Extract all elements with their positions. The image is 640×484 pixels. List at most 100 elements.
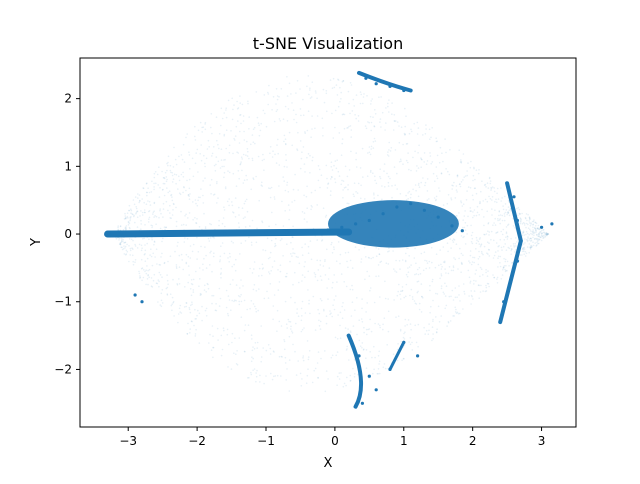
haze-dot — [349, 259, 352, 262]
haze-dot — [124, 241, 127, 244]
haze-dot — [522, 231, 525, 234]
haze-dot — [231, 332, 234, 335]
haze-dot — [221, 117, 224, 120]
haze-dot — [436, 328, 438, 331]
haze-dot — [403, 296, 406, 299]
haze-dot — [307, 358, 310, 361]
haze-dot — [388, 250, 390, 252]
haze-dot — [240, 161, 242, 163]
haze-dot — [530, 222, 532, 224]
haze-dot — [478, 214, 481, 216]
haze-dot — [480, 250, 483, 253]
haze-dot — [284, 348, 286, 351]
haze-dot — [359, 167, 362, 169]
haze-dot — [291, 332, 294, 334]
haze-dot — [538, 233, 540, 236]
haze-dot — [371, 356, 373, 359]
haze-dot — [232, 172, 235, 175]
haze-dot — [460, 162, 463, 164]
data-point — [388, 367, 392, 371]
haze-dot — [237, 152, 240, 154]
haze-dot — [473, 166, 475, 169]
haze-dot — [365, 127, 368, 130]
haze-dot — [464, 243, 467, 245]
haze-dot — [183, 306, 186, 308]
haze-dot — [396, 172, 398, 175]
haze-dot — [285, 154, 287, 156]
haze-dot — [220, 267, 222, 270]
haze-dot — [475, 269, 478, 272]
haze-dot — [529, 246, 531, 248]
haze-dot — [269, 152, 271, 155]
haze-dot — [296, 149, 299, 152]
haze-dot — [290, 296, 292, 299]
haze-dot — [152, 279, 155, 282]
haze-dot — [457, 268, 459, 270]
haze-dot — [527, 213, 529, 216]
haze-dot — [131, 213, 133, 215]
haze-dot — [124, 227, 127, 230]
haze-dot — [486, 282, 489, 285]
haze-dot — [348, 125, 350, 128]
haze-dot — [322, 88, 325, 91]
haze-dot — [261, 274, 263, 277]
haze-dot — [395, 120, 397, 122]
haze-dot — [526, 232, 529, 235]
haze-dot — [307, 252, 310, 254]
haze-dot — [276, 374, 279, 377]
haze-dot — [253, 348, 256, 350]
haze-dot — [133, 214, 135, 217]
haze-dot — [530, 223, 532, 225]
haze-dot — [357, 373, 359, 376]
data-point — [223, 232, 227, 236]
haze-dot — [506, 269, 508, 272]
haze-dot — [250, 300, 253, 302]
haze-dot — [434, 199, 437, 202]
haze-dot — [534, 225, 537, 227]
data-point — [161, 231, 165, 235]
haze-dot — [167, 209, 169, 212]
haze-dot — [151, 238, 153, 241]
haze-dot — [220, 148, 223, 150]
haze-dot — [445, 304, 448, 307]
haze-dot — [335, 167, 338, 170]
haze-dot — [398, 283, 400, 286]
haze-dot — [510, 249, 512, 252]
haze-dot — [545, 233, 548, 236]
haze-dot — [185, 224, 187, 226]
haze-dot — [195, 222, 197, 224]
haze-dot — [262, 347, 265, 349]
haze-dot — [161, 276, 163, 279]
haze-dot — [309, 89, 311, 91]
haze-dot — [295, 121, 298, 124]
haze-dot — [159, 208, 161, 210]
haze-dot — [182, 268, 184, 271]
haze-dot — [475, 248, 477, 250]
haze-dot — [187, 281, 189, 284]
haze-dot — [280, 375, 282, 377]
haze-dot — [534, 221, 536, 224]
haze-dot — [293, 199, 296, 202]
haze-dot — [180, 154, 183, 156]
haze-dot — [528, 216, 531, 218]
haze-dot — [471, 237, 474, 240]
haze-dot — [166, 294, 169, 296]
haze-dot — [528, 233, 530, 236]
haze-dot — [273, 120, 276, 123]
haze-dot — [420, 166, 423, 168]
data-point — [181, 232, 185, 236]
haze-dot — [138, 243, 141, 246]
haze-dot — [501, 233, 504, 236]
haze-dot — [318, 319, 320, 322]
haze-dot — [169, 217, 171, 219]
haze-dot — [494, 209, 496, 211]
haze-dot — [309, 312, 311, 315]
haze-dot — [188, 274, 190, 276]
haze-dot — [425, 128, 427, 130]
haze-dot — [225, 109, 227, 111]
haze-dot — [147, 274, 149, 276]
data-point — [515, 259, 520, 263]
haze-dot — [414, 273, 416, 276]
haze-dot — [524, 216, 527, 219]
